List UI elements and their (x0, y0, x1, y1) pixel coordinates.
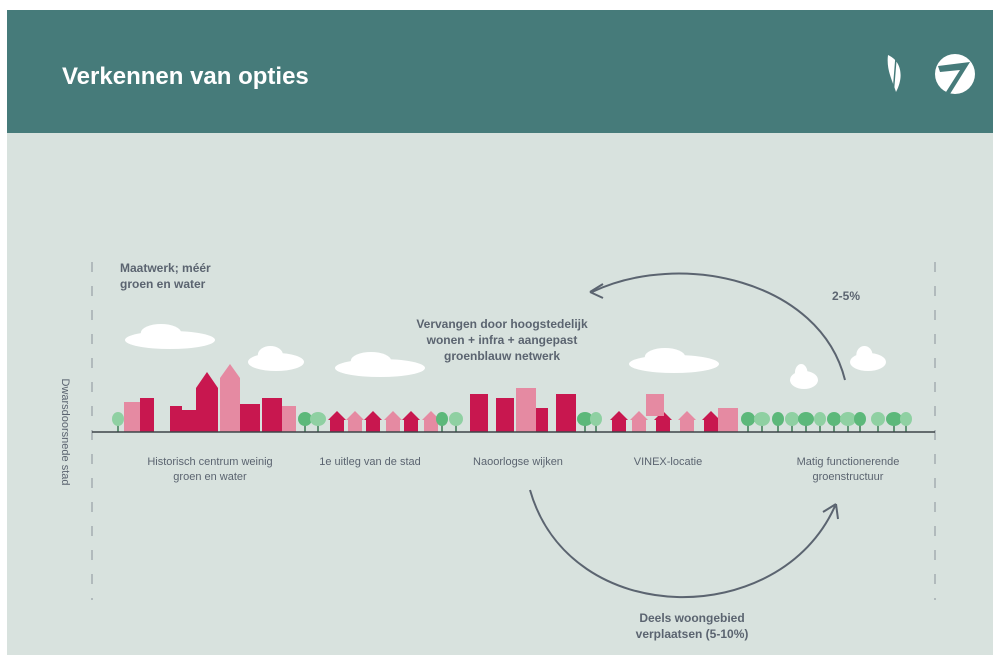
text-line: groen en water (120, 277, 206, 291)
apartment-block (718, 408, 738, 432)
apartment-block (646, 394, 664, 416)
tree (772, 412, 784, 426)
content-bg (7, 133, 993, 655)
tree (590, 412, 602, 426)
text-line: Deels woongebied (639, 611, 744, 625)
house (680, 420, 694, 432)
text-line: Matig functionerende (797, 456, 900, 468)
house (704, 420, 718, 432)
cloud (257, 346, 283, 364)
labels: Maatwerk; méér groen en water Vervangen do… (120, 261, 899, 641)
arrowhead (589, 283, 604, 299)
house-roof (328, 411, 346, 420)
house-roof (384, 411, 402, 420)
apartment-block (516, 388, 536, 432)
apartment-block (556, 394, 576, 432)
house-roof (346, 411, 364, 420)
house (330, 420, 344, 432)
house (366, 420, 380, 432)
cloud (794, 364, 808, 382)
tree (436, 412, 448, 426)
percentage: 2-5% (832, 289, 860, 303)
header-band (7, 10, 993, 133)
tree (854, 412, 866, 426)
house (424, 420, 438, 432)
text-line: Maatwerk; méér (120, 261, 211, 275)
tree (785, 412, 799, 426)
text-line: wonen + infra + aangepast (426, 333, 578, 347)
building (140, 398, 154, 432)
house-roof (610, 411, 628, 420)
cloud (644, 348, 686, 366)
building (282, 406, 296, 432)
axis-label: Dwarsdoorsnede stad (59, 378, 71, 485)
cloud (140, 324, 182, 342)
tree (298, 412, 312, 426)
tree (871, 412, 885, 426)
church-roof (220, 364, 240, 378)
church-roof (196, 372, 218, 388)
tree (900, 412, 912, 426)
tree (449, 412, 463, 426)
apartment-block (470, 394, 488, 432)
text-line: Naoorlogse wijken (473, 456, 563, 468)
building (220, 378, 240, 432)
text-line: verplaatsen (5-10%) (636, 627, 749, 641)
circle-logo (935, 54, 975, 94)
text-line: groenstructuur (813, 471, 884, 483)
house (404, 420, 418, 432)
tree (112, 412, 124, 426)
tree (886, 412, 902, 426)
building (262, 398, 282, 432)
house-roof (678, 411, 696, 420)
house-roof (630, 411, 648, 420)
arrowhead (822, 503, 839, 520)
building (170, 406, 182, 432)
building (124, 402, 140, 432)
building (196, 388, 218, 432)
tree (577, 412, 593, 426)
text-line: Vervangen door hoogstedelijk (416, 317, 588, 331)
house (348, 420, 362, 432)
tree (827, 412, 841, 426)
building (182, 410, 196, 432)
leaf-logo (887, 55, 901, 96)
house (656, 420, 670, 432)
text-line: Historisch centrum weinig (147, 456, 272, 468)
text-line: groen en water (173, 471, 247, 483)
tree (310, 412, 326, 426)
cloud (856, 346, 873, 364)
cloud (350, 352, 392, 370)
house (632, 420, 646, 432)
house (386, 420, 400, 432)
house-roof (364, 411, 382, 420)
text-line: groenblauw netwerk (444, 349, 560, 363)
house-roof (402, 411, 420, 420)
text-line: VINEX-locatie (634, 456, 702, 468)
title: Verkennen van opties (62, 63, 309, 90)
house (612, 420, 626, 432)
house-roof (702, 411, 720, 420)
arrow-bottom (529, 489, 836, 599)
text-line: 1e uitleg van de stad (319, 456, 421, 468)
tree (754, 412, 770, 426)
tree (741, 412, 755, 426)
tree (814, 412, 826, 426)
apartment-block (536, 408, 548, 432)
house-roof (422, 411, 440, 420)
arrow-top (591, 272, 846, 381)
city-skyline (112, 324, 912, 432)
tree (840, 412, 856, 426)
apartment-block (496, 398, 514, 432)
building (240, 404, 260, 432)
tree (798, 412, 814, 426)
